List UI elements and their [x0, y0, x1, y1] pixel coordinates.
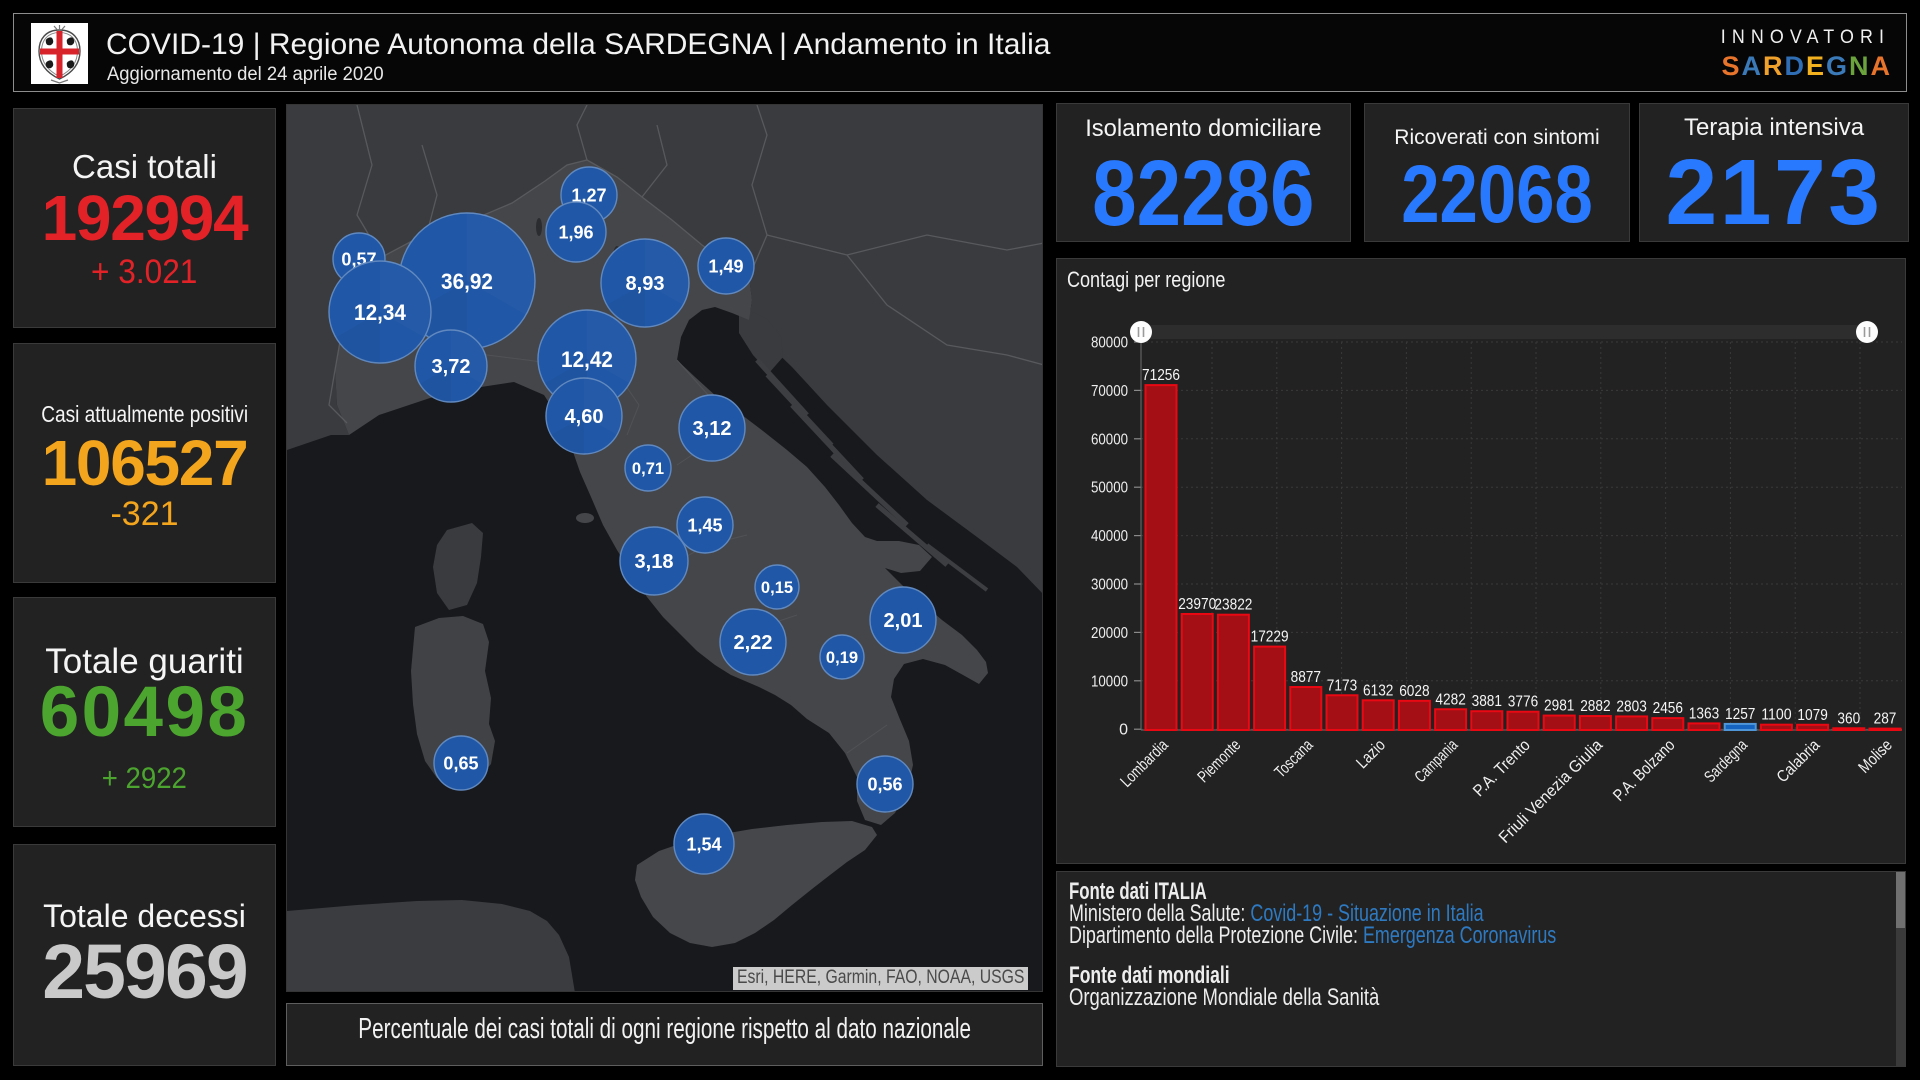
svg-text:40000: 40000 [1091, 528, 1128, 545]
svg-text:23822: 23822 [1214, 597, 1252, 614]
svg-text:70000: 70000 [1091, 383, 1128, 400]
svg-text:12,34: 12,34 [354, 300, 407, 325]
svg-text:Sardegna: Sardegna [1701, 736, 1751, 786]
svg-text:1,45: 1,45 [687, 515, 722, 535]
svg-text:2,22: 2,22 [734, 632, 773, 654]
svg-text:P.A. Bolzano: P.A. Bolzano [1610, 736, 1679, 805]
svg-text:7173: 7173 [1327, 677, 1357, 694]
svg-text:3,72: 3,72 [432, 356, 471, 378]
svg-text:2882: 2882 [1580, 698, 1610, 715]
svg-text:8,93: 8,93 [626, 273, 665, 295]
svg-text:1,96: 1,96 [558, 222, 593, 242]
svg-text:3776: 3776 [1508, 694, 1538, 711]
svg-text:Toscana: Toscana [1271, 736, 1317, 782]
svg-text:1100: 1100 [1761, 707, 1791, 724]
svg-text:Calabria: Calabria [1773, 736, 1824, 787]
svg-text:360: 360 [1837, 710, 1860, 727]
svg-text:1257: 1257 [1725, 706, 1755, 723]
svg-text:20000: 20000 [1091, 625, 1128, 642]
svg-text:2,01: 2,01 [884, 610, 923, 632]
svg-text:50000: 50000 [1091, 480, 1128, 497]
svg-text:60000: 60000 [1091, 431, 1128, 448]
svg-text:3,18: 3,18 [635, 551, 674, 573]
svg-text:0: 0 [1119, 722, 1128, 739]
svg-text:Campania: Campania [1411, 736, 1461, 786]
svg-text:2803: 2803 [1616, 698, 1646, 715]
svg-text:4,60: 4,60 [565, 406, 604, 428]
svg-text:2981: 2981 [1544, 698, 1574, 715]
svg-text:P.A. Trento: P.A. Trento [1470, 736, 1534, 800]
svg-text:23970: 23970 [1178, 596, 1216, 613]
svg-text:1363: 1363 [1689, 705, 1719, 722]
svg-text:10000: 10000 [1091, 673, 1128, 690]
svg-text:3,12: 3,12 [693, 418, 732, 440]
svg-text:Lombardia: Lombardia [1117, 736, 1172, 791]
svg-text:71256: 71256 [1142, 367, 1180, 384]
svg-text:0,19: 0,19 [826, 649, 858, 667]
svg-text:1079: 1079 [1797, 707, 1827, 724]
svg-text:0,56: 0,56 [867, 774, 902, 794]
svg-text:3881: 3881 [1472, 693, 1502, 710]
svg-text:2456: 2456 [1653, 700, 1683, 717]
svg-text:30000: 30000 [1091, 577, 1128, 594]
svg-text:8877: 8877 [1291, 669, 1321, 686]
svg-text:17229: 17229 [1251, 629, 1289, 646]
svg-text:Lazio: Lazio [1353, 736, 1389, 772]
svg-text:287: 287 [1874, 711, 1897, 728]
svg-text:1,27: 1,27 [571, 185, 606, 205]
svg-text:12,42: 12,42 [561, 347, 613, 372]
svg-text:6028: 6028 [1399, 683, 1429, 700]
svg-text:0,65: 0,65 [443, 753, 478, 773]
svg-text:0,15: 0,15 [761, 579, 793, 597]
svg-text:Piemonte: Piemonte [1194, 736, 1244, 786]
svg-text:6132: 6132 [1363, 682, 1393, 699]
svg-text:36,92: 36,92 [441, 269, 493, 294]
svg-text:1,49: 1,49 [708, 256, 743, 276]
svg-text:0,71: 0,71 [632, 460, 664, 478]
svg-text:1,54: 1,54 [686, 834, 721, 854]
svg-text:80000: 80000 [1091, 335, 1128, 352]
svg-text:Molise: Molise [1855, 736, 1896, 777]
svg-text:4282: 4282 [1435, 691, 1465, 708]
